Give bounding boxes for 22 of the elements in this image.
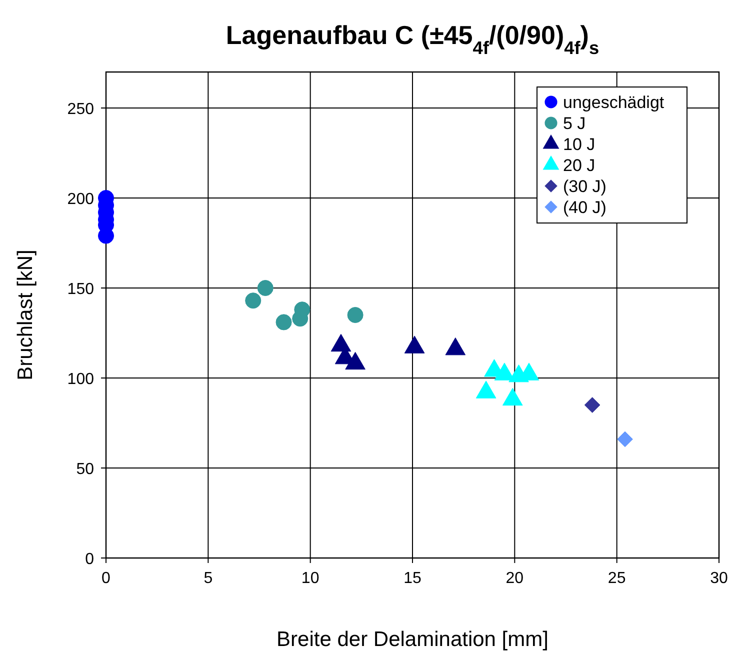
x-tick-label: 10 [301, 570, 320, 587]
y-tick-label: 200 [67, 191, 94, 208]
x-tick-label: 15 [404, 570, 422, 587]
x-axis-title: Breite der Delamination [mm] [276, 628, 548, 651]
chart-title: Lagenaufbau C (±45$_{4f}$/(0/90)$_{4f}$)$_{s}$ [226, 20, 600, 58]
legend-label: ungeschädigt [563, 93, 664, 112]
y-tick-label: 100 [67, 371, 94, 388]
x-tick-label: 25 [608, 570, 626, 587]
y-axis-title: Bruchlast [kN] [14, 250, 37, 380]
x-tick-label: 20 [506, 570, 524, 587]
legend-label: 5 J [563, 114, 586, 133]
y-tick-label: 150 [67, 281, 94, 298]
x-tick-label: 0 [102, 570, 111, 587]
legend-label: (40 J) [563, 198, 606, 217]
y-tick-label: 0 [85, 551, 94, 568]
legend-label: 10 J [563, 135, 596, 154]
legend-label: (30 J) [563, 177, 606, 196]
y-tick-label: 50 [76, 461, 94, 478]
x-tick-label: 5 [204, 570, 213, 587]
x-tick-label: 30 [710, 570, 728, 587]
legend-label: 20 J [563, 156, 596, 175]
y-tick-label: 250 [67, 101, 94, 118]
